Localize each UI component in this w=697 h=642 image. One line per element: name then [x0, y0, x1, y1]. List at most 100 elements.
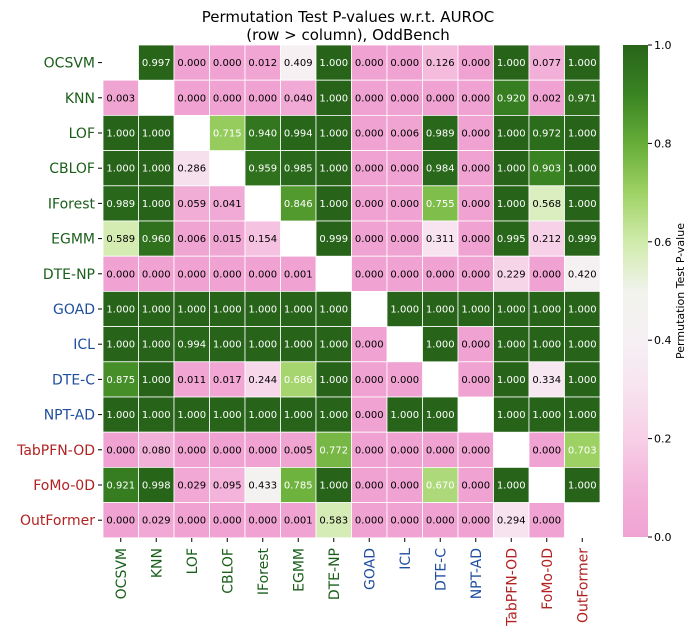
- colorbar-tick-label: 0.2: [654, 433, 672, 446]
- cell-value-label: 0.000: [461, 375, 490, 386]
- cell-value-label: 0.006: [177, 234, 206, 245]
- colorbar-tick-label: 0.4: [654, 334, 672, 347]
- cell-value-label: 0.000: [390, 375, 419, 386]
- cell-value-label: 0.846: [284, 199, 313, 210]
- cell-value-label: 0.000: [213, 93, 242, 104]
- heatmap-cell: [528, 290, 565, 327]
- heatmap-cell: [493, 361, 530, 398]
- cell-value-label: 0.568: [532, 199, 561, 210]
- cell-value-label: 0.000: [355, 340, 384, 351]
- chart-title: Permutation Test P-values w.r.t. AUROC: [202, 8, 495, 26]
- cell-value-label: 1.000: [568, 340, 597, 351]
- cell-value-label: 0.903: [532, 164, 561, 175]
- cell-value-label: 0.000: [426, 516, 455, 527]
- cell-value-label: 0.000: [426, 269, 455, 280]
- cell-value-label: 0.989: [106, 199, 135, 210]
- cell-value-label: 1.000: [319, 481, 348, 492]
- colorbar-label: Permutation Test P-value: [674, 223, 687, 359]
- cell-value-label: 1.000: [177, 410, 206, 421]
- cell-value-label: 0.334: [532, 375, 561, 386]
- cell-value-label: 0.000: [355, 164, 384, 175]
- heatmap-cell: [457, 361, 494, 398]
- heatmap-cell: [209, 185, 246, 222]
- column-label: KNN: [149, 548, 165, 578]
- row-label: OutFormer: [20, 513, 95, 529]
- cell-value-label: 1.000: [319, 340, 348, 351]
- cell-value-label: 1.000: [497, 340, 526, 351]
- column-labels: OCSVM KNN LOF CBLOF IForest EGMM DTE-NP GOAD ICL…: [114, 538, 591, 627]
- cell-value-label: 0.126: [426, 58, 455, 69]
- heatmap-cell: [564, 220, 601, 257]
- heatmap-cell: [386, 502, 423, 539]
- heatmap-cell: [315, 502, 352, 539]
- cell-value-label: 0.583: [319, 516, 348, 527]
- heatmap-cell: [528, 44, 565, 81]
- cell-value-label: 0.000: [461, 93, 490, 104]
- cell-value-label: 0.000: [426, 445, 455, 456]
- heatmap-cell: [493, 115, 530, 152]
- heatmap-cell: [351, 502, 388, 539]
- column-label: FoMo-0D: [540, 548, 556, 610]
- cell-value-label: 1.000: [106, 340, 135, 351]
- cell-value-label: 0.012: [248, 58, 277, 69]
- cell-value-label: 0.000: [390, 269, 419, 280]
- cell-value-label: 1.000: [497, 481, 526, 492]
- cell-value-label: 1.000: [497, 164, 526, 175]
- heatmap-cell: [138, 44, 175, 81]
- colorbar-tick-label: 1.0: [654, 39, 672, 52]
- cell-value-label: 0.995: [497, 234, 526, 245]
- colorbar-tick-label: 0.0: [654, 531, 672, 544]
- cell-value-label: 1.000: [426, 410, 455, 421]
- heatmap-cell: [315, 150, 352, 187]
- heatmap-cell: [422, 466, 459, 503]
- heatmap-cell: [386, 44, 423, 81]
- heatmap-cell: [138, 396, 175, 433]
- column-label: DTE-C: [433, 548, 449, 591]
- cell-value-label: 0.002: [532, 93, 561, 104]
- row-label: OCSVM: [44, 56, 95, 72]
- cell-value-label: 0.409: [284, 58, 313, 69]
- heatmap-cell: [351, 396, 388, 433]
- heatmap-cell: [422, 326, 459, 363]
- cell-value-label: 0.000: [461, 164, 490, 175]
- cell-value-label: 0.989: [426, 129, 455, 140]
- cell-value-label: 1.000: [213, 305, 242, 316]
- heatmap-cell: [102, 396, 139, 433]
- heatmap-cell: [351, 431, 388, 468]
- colorbar-tick-label: 0.6: [654, 236, 672, 249]
- cell-value-label: 1.000: [568, 305, 597, 316]
- row-label: KNN: [65, 91, 95, 107]
- cell-value-label: 0.212: [532, 234, 561, 245]
- row-label: DTE-C: [52, 372, 95, 388]
- cell-value-label: 0.029: [177, 481, 206, 492]
- heatmap-cell: [173, 361, 210, 398]
- cell-value-label: 0.000: [390, 234, 419, 245]
- heatmap-cell: [138, 220, 175, 257]
- cell-value-label: 0.000: [390, 445, 419, 456]
- cell-value-label: 0.244: [248, 375, 277, 386]
- cell-value-label: 0.000: [461, 340, 490, 351]
- heatmap-cell: [173, 502, 210, 539]
- cell-value-label: 0.999: [568, 234, 597, 245]
- cell-value-label: 0.000: [355, 516, 384, 527]
- heatmap-cell: [280, 185, 317, 222]
- cell-value-label: 1.000: [497, 129, 526, 140]
- heatmap-cell: [280, 79, 317, 116]
- cell-value-label: 1.000: [142, 129, 171, 140]
- cell-value-label: 0.959: [248, 164, 277, 175]
- column-label: LOF: [185, 548, 201, 574]
- cell-value-label: 0.000: [390, 93, 419, 104]
- cell-value-label: 0.000: [355, 93, 384, 104]
- cell-value-label: 0.000: [355, 269, 384, 280]
- heatmap-cell: [493, 255, 530, 292]
- cell-value-label: 0.997: [142, 58, 171, 69]
- heatmap-cell: [280, 326, 317, 363]
- heatmap-cell: [528, 396, 565, 433]
- cell-value-label: 1.000: [532, 340, 561, 351]
- heatmap-cell: [493, 326, 530, 363]
- cell-value-label: 0.960: [142, 234, 171, 245]
- row-label: EGMM: [51, 232, 95, 248]
- cell-value-label: 1.000: [497, 305, 526, 316]
- cell-value-label: 0.000: [355, 129, 384, 140]
- column-label: TabPFN-OD: [504, 548, 520, 627]
